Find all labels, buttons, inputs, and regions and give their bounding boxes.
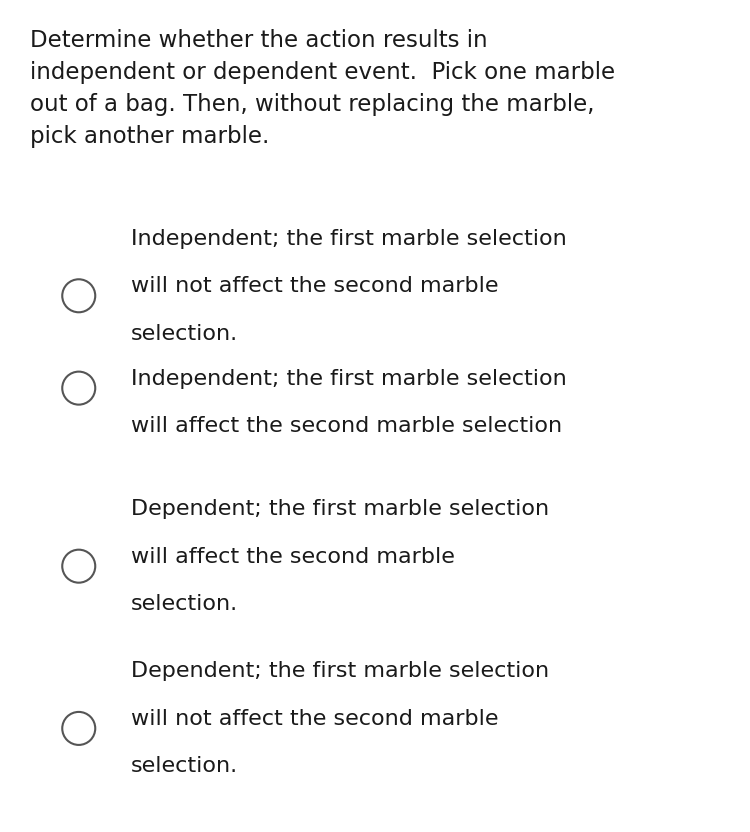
Text: will not affect the second marble: will not affect the second marble xyxy=(131,709,499,729)
Text: Dependent; the first marble selection: Dependent; the first marble selection xyxy=(131,661,549,681)
Text: selection.: selection. xyxy=(131,594,238,614)
Text: will affect the second marble selection: will affect the second marble selection xyxy=(131,416,562,436)
Text: Independent; the first marble selection: Independent; the first marble selection xyxy=(131,229,567,249)
Text: Independent; the first marble selection: Independent; the first marble selection xyxy=(131,369,567,389)
Text: Dependent; the first marble selection: Dependent; the first marble selection xyxy=(131,499,549,519)
Text: Determine whether the action results in
independent or dependent event.  Pick on: Determine whether the action results in … xyxy=(30,29,615,148)
Text: selection.: selection. xyxy=(131,324,238,344)
Text: will not affect the second marble: will not affect the second marble xyxy=(131,276,499,296)
Text: will affect the second marble: will affect the second marble xyxy=(131,547,455,567)
Text: selection.: selection. xyxy=(131,756,238,776)
